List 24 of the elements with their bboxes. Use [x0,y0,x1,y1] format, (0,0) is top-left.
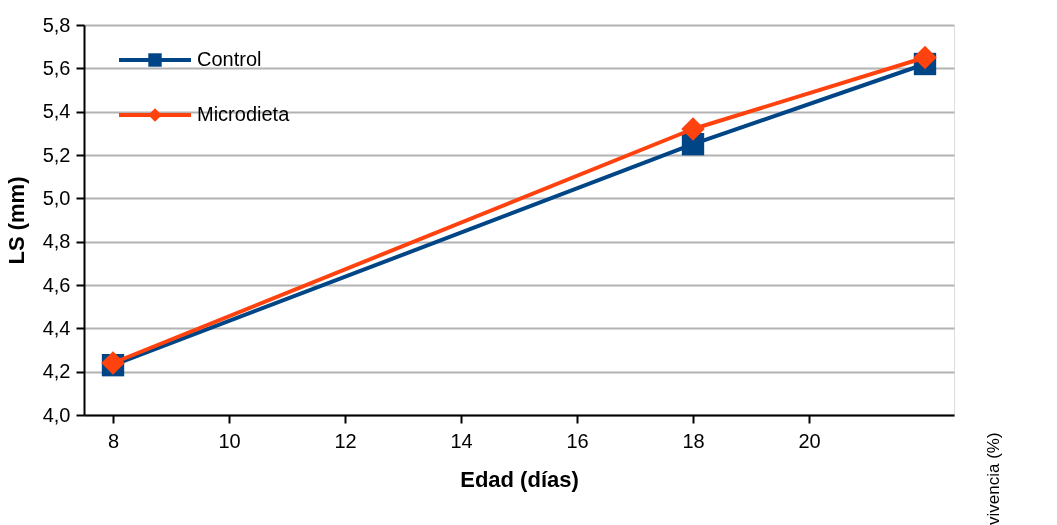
x-tick-label: 12 [334,429,357,452]
x-tick-label: 10 [218,429,241,452]
legend-label: Microdieta [197,103,291,125]
x-tick-label: 18 [682,429,705,452]
x-tick-label: 16 [566,429,589,452]
y-tick-label: 5,4 [42,100,71,123]
x-axis-title: Edad (días) [460,466,579,492]
point [913,45,937,70]
y-tick-label: 4,4 [42,316,71,339]
y-tick-label: 5,6 [42,56,71,79]
y-tick-label: 4,8 [42,230,71,253]
legend-label: Control [197,48,262,70]
x-tick-label: 14 [450,429,473,452]
y-tick-label: 4,2 [42,360,71,383]
y-tick-label: 5,8 [42,13,71,36]
y-tick-label: 4,0 [42,403,71,426]
x-tick-label: 20 [798,429,821,452]
y-axis-title: LS (mm) [3,176,29,265]
y-tick-label: 5,2 [42,143,71,166]
text: vivencia (%) [984,432,1003,525]
y-tick-label: 4,6 [42,273,71,296]
point [681,117,705,141]
x-tick-label: 8 [107,429,120,452]
y-tick-label: 5,0 [42,186,71,209]
